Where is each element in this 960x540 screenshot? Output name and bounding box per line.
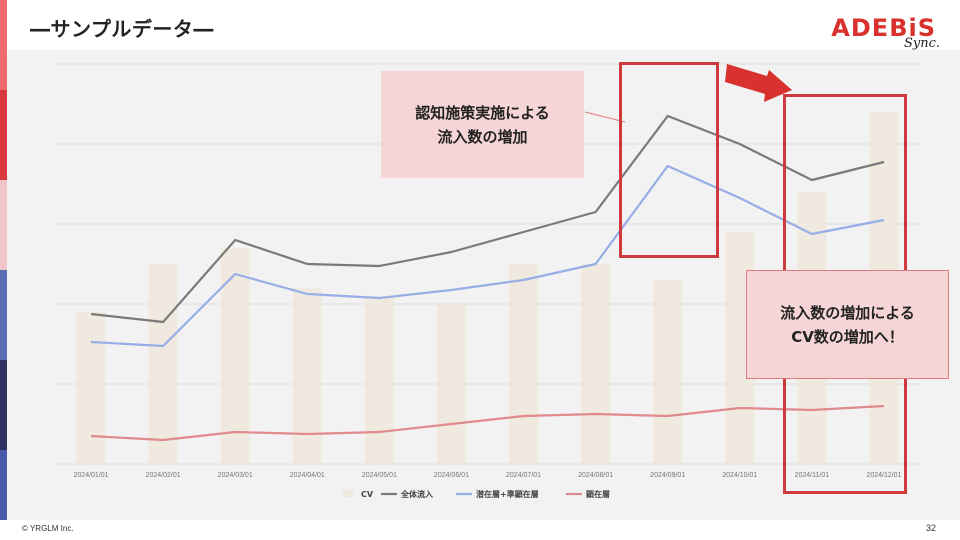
bar-cv — [509, 264, 539, 464]
side-strip-segment — [0, 0, 7, 90]
logo-sub-text: Sync. — [903, 36, 940, 51]
side-strip-segment — [0, 270, 7, 360]
x-tick-label: 2024/05/01 — [362, 472, 397, 479]
x-tick-label: 2024/04/01 — [290, 472, 325, 479]
page-number: 32 — [925, 523, 936, 533]
bar-cv — [436, 304, 466, 464]
x-tick-label: 2024/12/01 — [866, 472, 901, 479]
line-series-1 — [90, 164, 885, 348]
bar-cv — [364, 296, 394, 464]
callout-awareness: 認知施策実施による 流入数の増加 — [381, 71, 584, 178]
legend-swatch — [343, 490, 353, 497]
bar-cv — [653, 280, 683, 464]
x-tick-label: 2024/11/01 — [795, 472, 830, 479]
bar-cv — [148, 264, 178, 464]
legend-label: 潜在層+準顕在層 — [476, 489, 539, 499]
side-strip-segment — [0, 450, 7, 540]
legend-label: 全体流入 — [400, 489, 433, 499]
callout-connector — [584, 111, 626, 123]
side-strip-segment — [0, 90, 7, 180]
line-series-2 — [90, 404, 885, 442]
adebis-logo: ADEBiS Sync. — [826, 8, 946, 52]
slide-header: ―サンプルデータ― ADEBiS Sync. — [0, 0, 960, 52]
x-tick-label: 2024/06/01 — [434, 472, 469, 479]
legend-label: CV — [361, 490, 374, 499]
x-tick-label: 2024/07/01 — [506, 472, 541, 479]
bar-cv — [581, 264, 611, 464]
bar-cv — [76, 312, 106, 464]
slide-footer: © YRGLM Inc. 32 — [0, 520, 960, 540]
x-tick-label: 2024/08/01 — [578, 472, 613, 479]
page-title: ―サンプルデータ― — [30, 17, 214, 41]
x-tick-label: 2024/10/01 — [722, 472, 757, 479]
x-tick-label: 2024/01/01 — [74, 472, 109, 479]
highlight-box-september — [619, 62, 719, 258]
bar-cv — [292, 288, 322, 464]
copyright-text: © YRGLM Inc. — [22, 524, 74, 533]
side-strip-segment — [0, 360, 7, 450]
side-strip-segment — [0, 180, 7, 270]
legend-label: 顕在層 — [586, 489, 610, 499]
x-tick-label: 2024/09/01 — [650, 472, 685, 479]
x-tick-label: 2024/02/01 — [146, 472, 181, 479]
arrow-icon — [725, 64, 792, 102]
x-tick-label: 2024/03/01 — [218, 472, 253, 479]
line-series-0 — [90, 114, 885, 324]
logo-main-text: ADEBiS — [831, 14, 936, 42]
callout-cv-increase: 流入数の増加による CV数の増加へ！ — [746, 270, 949, 379]
